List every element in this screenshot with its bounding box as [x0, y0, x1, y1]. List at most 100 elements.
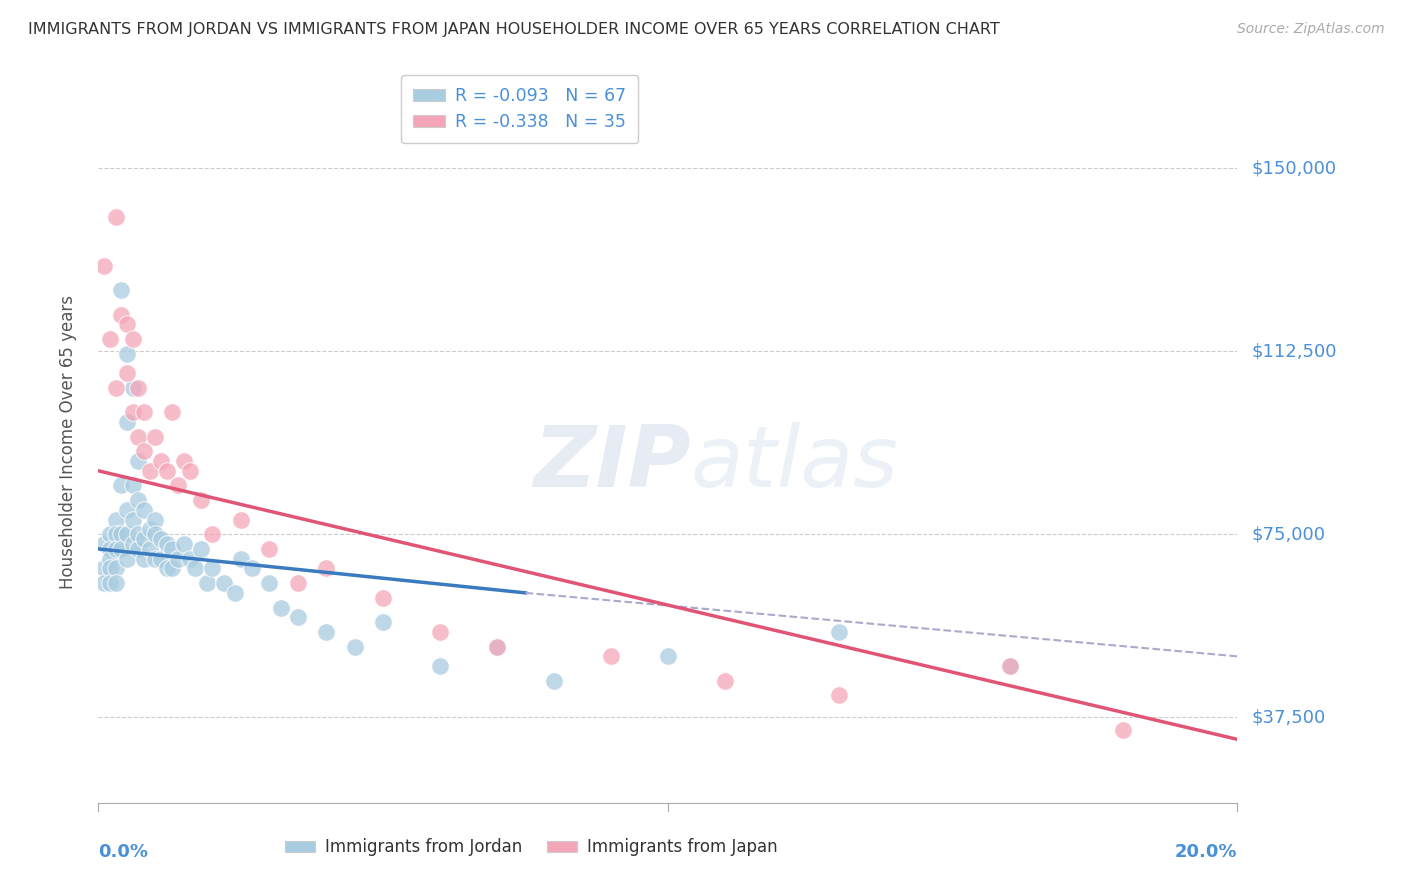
Point: [104, 561, 127, 575]
Point: [657, 649, 679, 664]
Point: [212, 576, 235, 591]
Point: [429, 624, 451, 639]
Point: [93, 561, 115, 575]
Point: [145, 430, 167, 444]
Point: [121, 513, 143, 527]
Point: [121, 332, 143, 346]
Point: [600, 649, 623, 664]
Legend: Immigrants from Jordan, Immigrants from Japan: Immigrants from Jordan, Immigrants from …: [278, 831, 785, 863]
Point: [115, 346, 138, 360]
Point: [104, 210, 127, 224]
Point: [195, 576, 218, 591]
Point: [110, 541, 132, 556]
Point: [229, 551, 252, 566]
Point: [127, 541, 149, 556]
Point: [115, 503, 138, 517]
Point: [127, 430, 149, 444]
Point: [115, 366, 138, 380]
Point: [115, 551, 138, 566]
Point: [201, 561, 224, 575]
Point: [167, 478, 190, 492]
Point: [110, 283, 132, 297]
Point: [104, 513, 127, 527]
Point: [127, 493, 149, 508]
Point: [150, 532, 173, 546]
Point: [173, 537, 195, 551]
Point: [162, 561, 184, 575]
Point: [229, 513, 252, 527]
Point: [150, 551, 173, 566]
Point: [543, 673, 565, 688]
Text: $37,500: $37,500: [1251, 708, 1326, 726]
Point: [98, 527, 121, 541]
Point: [998, 659, 1021, 673]
Point: [259, 576, 281, 591]
Point: [714, 673, 737, 688]
Point: [156, 464, 179, 478]
Point: [179, 464, 201, 478]
Point: [828, 689, 851, 703]
Point: [115, 415, 138, 429]
Point: [162, 541, 184, 556]
Point: [287, 610, 309, 624]
Point: [167, 551, 190, 566]
Point: [127, 527, 149, 541]
Point: [98, 551, 121, 566]
Point: [373, 615, 395, 630]
Point: [145, 513, 167, 527]
Point: [287, 576, 309, 591]
Point: [1112, 723, 1135, 737]
Text: 0.0%: 0.0%: [98, 843, 149, 861]
Point: [156, 537, 179, 551]
Point: [240, 561, 263, 575]
Text: $75,000: $75,000: [1251, 525, 1326, 543]
Point: [98, 332, 121, 346]
Point: [998, 659, 1021, 673]
Point: [132, 532, 155, 546]
Point: [98, 541, 121, 556]
Point: [162, 405, 184, 419]
Point: [145, 551, 167, 566]
Point: [127, 381, 149, 395]
Point: [486, 640, 509, 654]
Point: [132, 444, 155, 458]
Point: [173, 454, 195, 468]
Point: [104, 576, 127, 591]
Point: [259, 541, 281, 556]
Point: [121, 381, 143, 395]
Point: [270, 600, 292, 615]
Point: [184, 561, 207, 575]
Text: IMMIGRANTS FROM JORDAN VS IMMIGRANTS FROM JAPAN HOUSEHOLDER INCOME OVER 65 YEARS: IMMIGRANTS FROM JORDAN VS IMMIGRANTS FRO…: [28, 22, 1000, 37]
Point: [138, 523, 160, 537]
Point: [138, 464, 160, 478]
Point: [98, 576, 121, 591]
Point: [132, 405, 155, 419]
Point: [93, 259, 115, 273]
Point: [93, 537, 115, 551]
Point: [201, 527, 224, 541]
Point: [150, 454, 173, 468]
Point: [429, 659, 451, 673]
Point: [104, 541, 127, 556]
Point: [190, 493, 212, 508]
Point: [104, 381, 127, 395]
Point: [156, 561, 179, 575]
Text: $150,000: $150,000: [1251, 159, 1336, 178]
Text: atlas: atlas: [690, 422, 898, 505]
Point: [115, 527, 138, 541]
Point: [138, 541, 160, 556]
Point: [121, 405, 143, 419]
Point: [132, 503, 155, 517]
Y-axis label: Householder Income Over 65 years: Householder Income Over 65 years: [59, 294, 77, 589]
Point: [98, 561, 121, 575]
Text: $112,500: $112,500: [1251, 343, 1337, 360]
Text: Source: ZipAtlas.com: Source: ZipAtlas.com: [1237, 22, 1385, 37]
Point: [110, 308, 132, 322]
Point: [315, 624, 337, 639]
Point: [115, 318, 138, 332]
Point: [127, 454, 149, 468]
Point: [121, 478, 143, 492]
Point: [343, 640, 366, 654]
Text: ZIP: ZIP: [533, 422, 690, 505]
Point: [315, 561, 337, 575]
